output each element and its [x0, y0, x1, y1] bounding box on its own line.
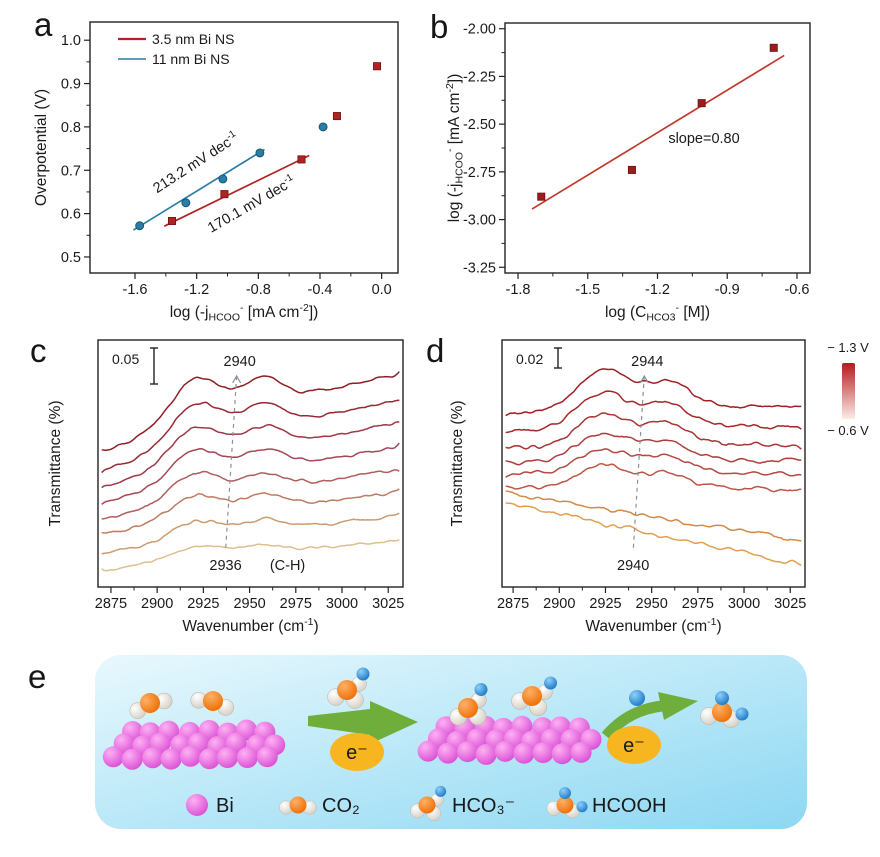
- svg-text:-1.8: -1.8: [506, 282, 531, 298]
- svg-text:log (-jHCOO- [mA cm-2]): log (-jHCOO- [mA cm-2]): [444, 74, 466, 223]
- chart-b-reaction-order-plot: -1.8 -1.5 -1.2 -0.9 -0.6 log (CHCO3- [M]) -2.0…: [444, 22, 811, 324]
- svg-text:-2.00: -2.00: [463, 22, 496, 38]
- svg-text:0.0: 0.0: [372, 282, 392, 298]
- svg-text:2936: 2936: [209, 558, 241, 574]
- svg-text:3000: 3000: [728, 596, 760, 612]
- svg-text:2950: 2950: [233, 596, 265, 612]
- svg-text:log (-jHCOO- [mA cm-2]): log (-jHCOO- [mA cm-2]): [170, 302, 319, 324]
- panel-label-c: c: [30, 332, 47, 369]
- svg-text:log (CHCO3- [M]): log (CHCO3- [M]): [605, 302, 710, 324]
- svg-text:2940: 2940: [224, 354, 256, 370]
- svg-text:3.5 nm Bi NS: 3.5 nm Bi NS: [152, 31, 234, 47]
- svg-text:e⁻: e⁻: [623, 735, 645, 757]
- svg-text:213.2 mV dec-1: 213.2 mV dec-1: [149, 128, 242, 197]
- svg-text:-1.2: -1.2: [184, 282, 209, 298]
- svg-text:-2.75: -2.75: [463, 165, 496, 181]
- svg-text:2975: 2975: [682, 596, 714, 612]
- svg-text:HCO₃⁻: HCO₃⁻: [452, 795, 515, 817]
- svg-text:2925: 2925: [187, 596, 219, 612]
- svg-text:Overpotential (V): Overpotential (V): [33, 89, 50, 206]
- svg-text:-0.9: -0.9: [715, 282, 740, 298]
- svg-text:-3.00: -3.00: [463, 213, 496, 229]
- svg-text:-2.25: -2.25: [463, 69, 496, 85]
- panel-label-b: b: [430, 8, 449, 45]
- svg-text:2900: 2900: [141, 596, 173, 612]
- svg-text:3025: 3025: [774, 596, 806, 612]
- svg-text:170.1 mV dec-1: 170.1 mV dec-1: [204, 172, 298, 237]
- svg-text:2944: 2944: [631, 354, 663, 370]
- svg-text:2975: 2975: [280, 596, 312, 612]
- svg-text:3025: 3025: [372, 596, 404, 612]
- chart-c-ftir-spectra: 2875 2900 2925 2950 2975 3000 3025 Wavenumber (…: [47, 339, 404, 635]
- svg-text:2950: 2950: [636, 596, 668, 612]
- chart-a-tafel-plot: -1.6 -1.2 -0.8 -0.4 0.0 log (-jHCOO- [mA cm-2…: [33, 21, 399, 324]
- svg-text:Wavenumber (cm-1): Wavenumber (cm-1): [182, 616, 318, 635]
- svg-text:11 nm Bi NS: 11 nm Bi NS: [152, 51, 230, 67]
- svg-text:-1.2: -1.2: [645, 282, 670, 298]
- svg-text:0.02: 0.02: [516, 351, 543, 367]
- svg-text:Wavenumber (cm-1): Wavenumber (cm-1): [585, 616, 721, 635]
- svg-text:slope=0.80: slope=0.80: [668, 131, 739, 147]
- svg-text:0.9: 0.9: [61, 77, 81, 93]
- svg-text:HCOOH: HCOOH: [592, 795, 666, 817]
- svg-text:-3.25: -3.25: [463, 260, 496, 276]
- chart-d-ftir-spectra: 2875 2900 2925 2950 2975 3000 3025 Wavenumber (…: [449, 339, 869, 635]
- svg-text:2875: 2875: [95, 596, 127, 612]
- schematic-co2-to-hcooh-mechanism: e⁻ e⁻ Bi CO₂ HCO₃⁻ HCOOH: [95, 655, 807, 829]
- svg-text:-2.50: -2.50: [463, 117, 496, 133]
- svg-text:Transmittance (%): Transmittance (%): [449, 400, 466, 526]
- svg-text:-1.5: -1.5: [575, 282, 600, 298]
- svg-text:-1.6: -1.6: [123, 282, 148, 298]
- svg-text:0.8: 0.8: [61, 120, 81, 136]
- panel-label-d: d: [426, 332, 445, 369]
- svg-text:2925: 2925: [589, 596, 621, 612]
- svg-text:(C-H): (C-H): [270, 558, 305, 574]
- svg-text:0.5: 0.5: [61, 250, 81, 266]
- svg-text:2875: 2875: [497, 596, 529, 612]
- svg-text:2940: 2940: [617, 558, 649, 574]
- svg-text:-0.6: -0.6: [784, 282, 809, 298]
- svg-text:-0.4: -0.4: [307, 282, 332, 298]
- svg-text:Bi: Bi: [216, 795, 234, 817]
- svg-text:CO₂: CO₂: [322, 795, 360, 817]
- svg-text:1.0: 1.0: [61, 33, 81, 49]
- panel-label-e: e: [28, 658, 47, 695]
- svg-text:0.6: 0.6: [61, 207, 81, 223]
- svg-text:-0.8: -0.8: [246, 282, 271, 298]
- svg-text:− 0.6 V: − 0.6 V: [827, 423, 869, 438]
- svg-text:2900: 2900: [543, 596, 575, 612]
- svg-text:3000: 3000: [326, 596, 358, 612]
- svg-text:e⁻: e⁻: [346, 742, 368, 764]
- svg-text:0.7: 0.7: [61, 163, 81, 179]
- svg-text:0.05: 0.05: [112, 351, 139, 367]
- svg-text:Transmittance (%): Transmittance (%): [47, 400, 64, 526]
- svg-text:− 1.3 V: − 1.3 V: [827, 340, 869, 355]
- panel-label-a: a: [34, 6, 53, 43]
